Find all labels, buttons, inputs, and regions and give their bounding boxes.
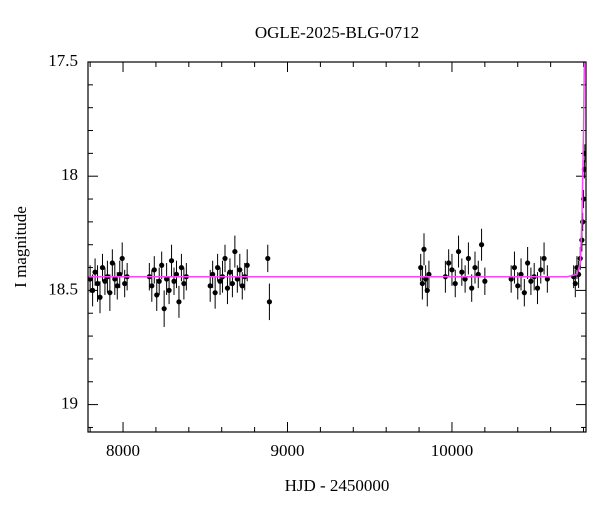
data-point: [214, 264, 221, 271]
data-point: [426, 271, 432, 278]
data-point: [210, 271, 216, 278]
data-point: [265, 255, 271, 262]
data-point: [472, 264, 478, 271]
data-point: [178, 264, 185, 271]
data-point: [421, 246, 427, 252]
data-point: [534, 285, 541, 291]
data-point: [161, 306, 167, 312]
data-point: [176, 299, 182, 305]
data-point: [455, 248, 462, 255]
data-point: [580, 219, 586, 225]
y-tick-label: 19: [61, 393, 78, 412]
data-point: [518, 271, 524, 278]
data-point: [462, 276, 468, 282]
data-point: [229, 280, 236, 287]
data-point: [266, 299, 273, 305]
data-point: [475, 271, 481, 278]
data-point: [156, 278, 162, 284]
data-point: [237, 267, 243, 273]
data-point: [478, 242, 485, 248]
data-point: [232, 248, 238, 255]
data-point: [99, 264, 106, 271]
data-point: [119, 255, 125, 262]
data-point: [151, 267, 157, 273]
x-tick-label: 8000: [106, 441, 140, 460]
data-point: [217, 278, 223, 284]
data-point: [572, 280, 578, 287]
data-point: [244, 262, 250, 268]
data-point: [541, 255, 547, 262]
data-point: [114, 283, 120, 289]
data-point: [419, 280, 425, 287]
data-point: [459, 269, 465, 275]
data-point: [168, 258, 175, 264]
data-point: [446, 260, 452, 266]
model-curve: [88, 62, 586, 278]
data-point: [544, 276, 550, 282]
data-point: [107, 290, 113, 296]
data-point: [452, 280, 458, 287]
data-point: [538, 267, 544, 273]
data-point: [173, 271, 180, 278]
data-point: [521, 290, 527, 296]
data-point: [469, 285, 475, 291]
data-point: [227, 269, 233, 275]
data-point: [424, 287, 430, 293]
data-point: [109, 260, 115, 266]
data-point: [449, 267, 455, 273]
data-point: [224, 285, 231, 291]
data-point: [88, 276, 93, 282]
data-point: [117, 271, 123, 278]
data-point: [97, 294, 103, 300]
data-point: [528, 278, 534, 284]
data-point: [181, 280, 187, 287]
data-point: [212, 290, 218, 296]
data-point: [159, 262, 165, 268]
x-tick-label: 10000: [431, 441, 474, 460]
chart-title: OGLE-2025-BLG-0712: [255, 23, 419, 42]
data-point: [164, 276, 170, 282]
data-point: [166, 287, 172, 293]
data-point: [207, 283, 213, 289]
data-point: [239, 283, 245, 289]
x-tick-label: 9000: [270, 441, 304, 460]
data-point: [525, 260, 531, 266]
data-point: [92, 269, 98, 275]
x-axis-label: HJD - 2450000: [285, 476, 390, 495]
y-axis-label: I magnitude: [11, 206, 30, 288]
data-point: [465, 255, 472, 262]
plot-frame: [87, 61, 587, 433]
data-point: [122, 280, 128, 287]
data-point: [90, 287, 96, 293]
data-point: [154, 292, 160, 298]
y-tick-label: 18.5: [48, 279, 78, 298]
data-point: [222, 255, 228, 262]
data-point: [112, 276, 118, 282]
data-point: [171, 278, 177, 284]
data-point: [149, 283, 155, 289]
data-point: [508, 276, 514, 282]
data-point: [102, 278, 108, 284]
y-tick-label: 18: [61, 165, 78, 184]
data-point: [94, 280, 101, 287]
data-point: [482, 278, 488, 284]
y-tick-label: 17.5: [48, 51, 78, 70]
data-point: [234, 276, 240, 282]
data-point: [515, 283, 521, 289]
data-point: [511, 264, 518, 271]
